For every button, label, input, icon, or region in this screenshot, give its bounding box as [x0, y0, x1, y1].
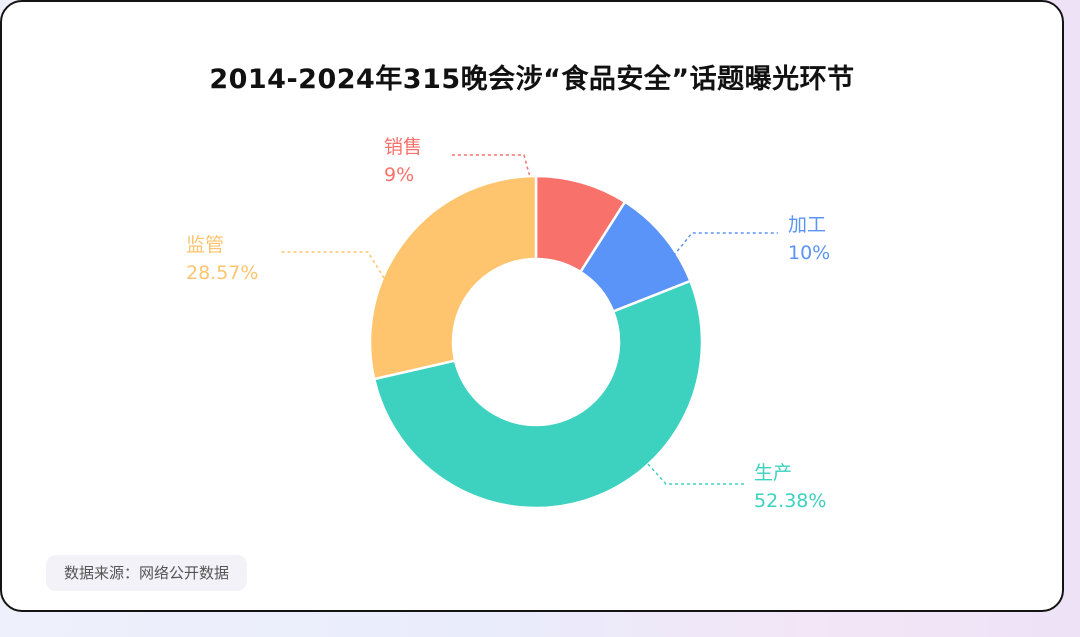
- slice-label-4: 监管: [186, 234, 224, 256]
- slice-value-4: 28.57%: [186, 262, 258, 284]
- leader-line-4: [280, 251, 385, 279]
- leader-line-1: [450, 154, 532, 182]
- slice-value-3: 52.38%: [754, 490, 826, 512]
- slice-value-1: 9%: [384, 164, 414, 186]
- slice-label-1: 销售: [384, 136, 422, 158]
- slice-label-3: 生产: [754, 462, 792, 484]
- donut-slice-3: [372, 279, 704, 510]
- chart-title: 2014-2024年315晚会涉“食品安全”话题曝光环节: [209, 64, 855, 95]
- leader-line-2: [665, 232, 778, 266]
- leader-line-3: [647, 463, 744, 485]
- donut-slice-4: [368, 174, 538, 381]
- donut-chart: 销售 9% 加工 10% 生产 52.38% 监管 28.57%: [186, 136, 830, 512]
- source-note: 数据来源：网络公开数据: [46, 555, 248, 591]
- chart-card: 2014-2024年315晚会涉“食品安全”话题曝光环节 销售 9% 加工 10% 生产…: [0, 0, 1064, 612]
- slice-label-2: 加工: [788, 214, 826, 236]
- slice-value-2: 10%: [788, 242, 830, 264]
